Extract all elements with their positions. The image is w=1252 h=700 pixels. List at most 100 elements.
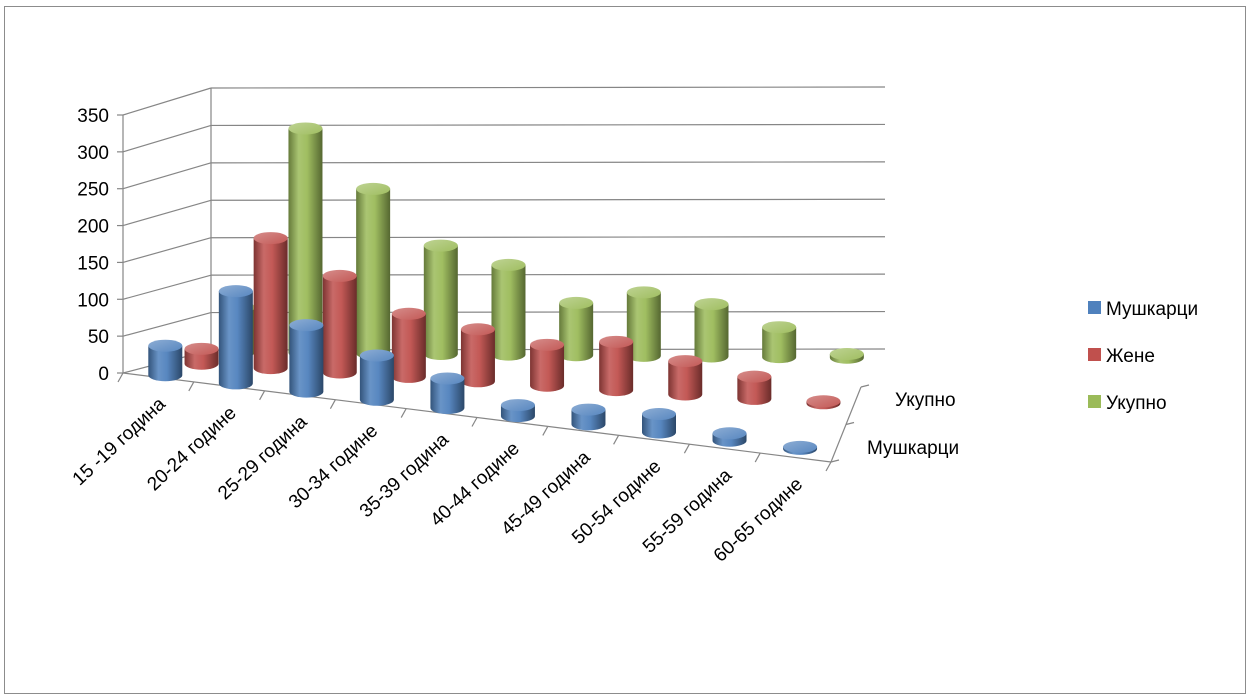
bar-body [391, 313, 426, 383]
bar-body [694, 304, 729, 363]
bar [359, 349, 394, 406]
bar-top [530, 338, 565, 351]
bar [626, 286, 661, 362]
bar-body [626, 292, 661, 362]
y-tick-label: 200 [77, 217, 109, 238]
bar [491, 258, 526, 361]
bar [430, 372, 465, 414]
bar-body [359, 355, 394, 406]
gridline-back [210, 236, 886, 239]
gridline-side [122, 162, 212, 190]
bar [148, 339, 183, 382]
legend-swatch [1088, 395, 1101, 408]
gridline-side [122, 311, 212, 337]
x-tick [188, 381, 195, 392]
gridline-back [210, 161, 886, 164]
bar-body [430, 378, 465, 414]
y-tick-label: 250 [77, 180, 109, 201]
gridline-back [210, 123, 886, 127]
x-tick [613, 435, 620, 445]
bar-top [806, 395, 841, 408]
legend: Мушкарци Жене Укупно [1088, 299, 1198, 414]
bar [762, 321, 797, 364]
x-tick [754, 452, 761, 463]
depth-tick [860, 384, 870, 388]
bar-body [423, 245, 458, 361]
bar-body [530, 344, 565, 392]
depth-label-back: Укупно [895, 390, 956, 411]
x-tick [259, 390, 266, 401]
bar-top [829, 347, 864, 360]
bar-top [668, 355, 703, 368]
legend-label: Жене [1106, 346, 1155, 367]
bar-top [762, 321, 797, 334]
bar [668, 355, 703, 401]
bar [322, 269, 357, 379]
x-tick [400, 408, 407, 418]
bar-top [460, 323, 495, 336]
bar [737, 370, 772, 405]
bar-body [356, 188, 391, 360]
bar [391, 307, 426, 383]
bar [571, 403, 606, 431]
bar-top [712, 427, 747, 440]
bar-body [599, 341, 634, 397]
legend-swatch [1088, 348, 1101, 361]
bar-top [559, 296, 594, 309]
bar [289, 319, 324, 398]
bar-body [762, 327, 797, 364]
bar-body [253, 238, 288, 375]
bar-top [491, 258, 526, 271]
bar-body [218, 291, 253, 390]
x-tick [117, 372, 124, 383]
bar-top [737, 370, 772, 383]
y-tick-label: 100 [77, 290, 109, 311]
bar-top [184, 342, 219, 355]
depth-tick [830, 459, 840, 463]
bar-body [460, 329, 495, 388]
bar-body [148, 345, 183, 382]
bar [423, 239, 458, 361]
depth-tick [845, 421, 855, 426]
y-tick-label: 300 [77, 143, 109, 164]
bar [694, 298, 729, 363]
bar [559, 296, 594, 362]
bar-top [288, 122, 323, 135]
bar-top [783, 440, 818, 453]
gridline-back [210, 86, 886, 89]
gridline-back [210, 198, 886, 201]
bar [288, 122, 323, 359]
bar-body [642, 414, 676, 439]
bar-top [359, 349, 394, 362]
gridline-side [122, 124, 212, 153]
bar [783, 440, 818, 455]
chart-frame: 0 50 100 150 200 250 300 350 15 -19 година 20-24 … [4, 6, 1246, 694]
y-tick-label: 50 [88, 327, 109, 348]
bar-top [289, 319, 324, 332]
bar-top [430, 372, 465, 385]
x-tick [542, 426, 549, 436]
legend-item: Укупно [1088, 393, 1167, 414]
bar [530, 338, 565, 392]
bar [829, 347, 864, 364]
bar-body [737, 376, 772, 405]
bar-top [626, 286, 661, 299]
bar-body [559, 302, 594, 362]
bar-body [322, 275, 357, 379]
bar [712, 427, 747, 447]
bar [253, 232, 288, 375]
bar-top [148, 339, 183, 352]
legend-label: Укупно [1106, 393, 1167, 414]
bar-top [356, 182, 391, 195]
bars [148, 122, 864, 455]
legend-item: Жене [1088, 346, 1155, 367]
x-tick [683, 443, 690, 454]
bar-top [599, 335, 634, 348]
bar-top [423, 239, 458, 252]
y-tick-label: 150 [77, 253, 109, 274]
bar-top [642, 408, 676, 421]
bar-top [391, 307, 426, 320]
legend-item: Мушкарци [1088, 299, 1198, 320]
bar [184, 342, 219, 370]
bar [642, 408, 676, 439]
